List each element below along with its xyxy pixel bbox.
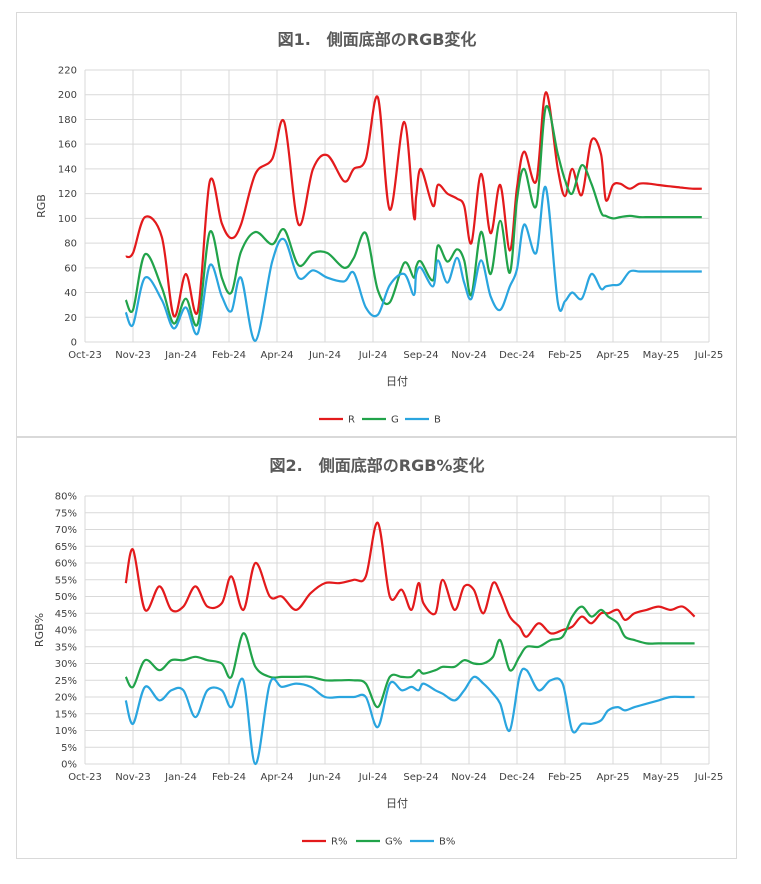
x-tick-label: Jan-24: [164, 772, 197, 783]
x-tick-label: Jul-25: [694, 350, 723, 361]
series-line-r: [125, 91, 702, 318]
x-tick-label: Jun-24: [308, 772, 341, 783]
y-tick-label: 35%: [55, 642, 77, 653]
y-tick-label: 140: [58, 164, 77, 175]
y-tick-label: 20%: [55, 693, 77, 704]
legend-label: G: [391, 415, 399, 426]
y-tick-label: 30%: [55, 659, 77, 670]
x-tick-label: Nov-24: [451, 772, 487, 783]
x-tick-label: Jan-24: [164, 350, 197, 361]
x-tick-label: May-25: [643, 350, 680, 361]
y-tick-label: 60%: [55, 559, 77, 570]
x-tick-label: Dec-24: [499, 350, 535, 361]
x-tick-label: Jul-25: [694, 772, 723, 783]
y-tick-label: 200: [58, 90, 77, 101]
y-tick-label: 180: [58, 115, 77, 126]
x-tick-label: Sep-24: [403, 772, 438, 783]
x-tick-label: Dec-24: [499, 772, 535, 783]
y-tick-label: 25%: [55, 676, 77, 687]
y-tick-label: 220: [58, 66, 77, 77]
chart-2-svg: 図2. 側面底部のRGB%変化 0% 5% 10% 15% 20% 25% 30% 35% 40%…: [33, 456, 723, 848]
legend-label: G%: [385, 837, 402, 848]
y-tick-label: 100: [58, 214, 77, 225]
x-tick-label: Jul-24: [358, 772, 387, 783]
x-tick-label: May-25: [643, 772, 680, 783]
legend-label: B: [434, 415, 441, 426]
x-tick-label: Feb-24: [212, 350, 246, 361]
x-tick-label: Jun-24: [308, 350, 341, 361]
y-tick-label: 160: [58, 140, 77, 151]
chart-1-svg: 図1. 側面底部のRGB変化 0 20 40 60 80 100 120 140 160 180 20…: [35, 30, 723, 426]
chart-panel-2: 図2. 側面底部のRGB%変化 0% 5% 10% 15% 20% 25% 30% 35% 40%…: [16, 437, 737, 859]
x-tick-label: Feb-25: [548, 772, 582, 783]
y-tick-label: 60: [64, 263, 77, 274]
chart-panel-1: 図1. 側面底部のRGB変化 0 20 40 60 80 100 120 140 160 180 20…: [16, 12, 737, 437]
x-tick-label: Jul-24: [358, 350, 387, 361]
y-tick-label: 5%: [61, 743, 77, 754]
x-tick-label: Apr-24: [261, 772, 294, 783]
y-tick-label: 0%: [61, 760, 77, 771]
x-tick-label: Oct-23: [68, 350, 102, 361]
series-line-g: [124, 104, 702, 327]
legend-label: B%: [439, 837, 455, 848]
x-tick-label: Apr-24: [261, 350, 294, 361]
x-tick-label: Oct-23: [68, 772, 102, 783]
y-tick-label: 80%: [55, 492, 77, 503]
y-axis-label: RGB: [35, 194, 48, 218]
x-tick-label: Feb-25: [548, 350, 582, 361]
y-tick-label: 0: [71, 338, 77, 349]
y-tick-label: 70%: [55, 525, 77, 536]
y-tick-label: 40: [64, 288, 77, 299]
series-line-b-pct: [124, 667, 695, 766]
x-axis-label: 日付: [386, 797, 408, 810]
series-line-r-pct: [124, 521, 696, 638]
x-tick-label: Nov-23: [115, 772, 151, 783]
x-tick-label: Feb-24: [212, 772, 246, 783]
y-tick-label: 80: [64, 239, 77, 250]
y-tick-label: 45%: [55, 609, 77, 620]
y-tick-label: 15%: [55, 709, 77, 720]
x-tick-label: Nov-24: [451, 350, 487, 361]
series-line-b: [124, 186, 702, 342]
y-tick-label: 120: [58, 189, 77, 200]
y-tick-label: 50%: [55, 592, 77, 603]
y-tick-label: 20: [64, 313, 77, 324]
legend-label: R%: [331, 837, 347, 848]
x-tick-label: Nov-23: [115, 350, 151, 361]
x-tick-label: Sep-24: [403, 350, 438, 361]
chart-title: 図1. 側面底部のRGB変化: [278, 30, 477, 49]
x-tick-label: Apr-25: [597, 350, 630, 361]
y-tick-label: 10%: [55, 726, 77, 737]
y-tick-label: 40%: [55, 626, 77, 637]
x-axis-label: 日付: [386, 375, 408, 388]
y-tick-label: 75%: [55, 508, 77, 519]
legend-label: R: [348, 415, 355, 426]
x-tick-label: Apr-25: [597, 772, 630, 783]
y-tick-label: 55%: [55, 575, 77, 586]
chart-title: 図2. 側面底部のRGB%変化: [270, 456, 485, 475]
y-axis-label: RGB%: [33, 613, 46, 647]
series-line-g-pct: [124, 605, 695, 709]
y-tick-label: 65%: [55, 542, 77, 553]
